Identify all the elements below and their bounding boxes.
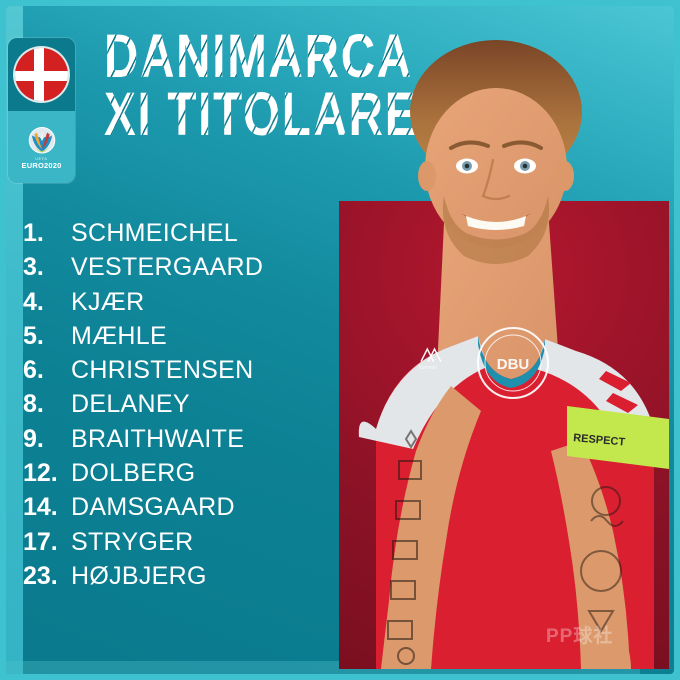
svg-text:hummel: hummel <box>419 365 437 371</box>
svg-text:DBU: DBU <box>497 356 530 373</box>
